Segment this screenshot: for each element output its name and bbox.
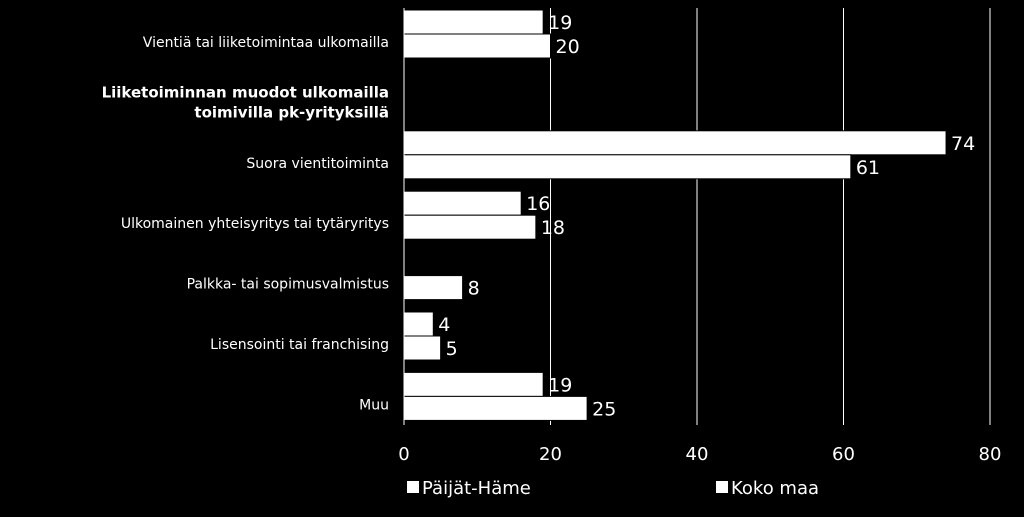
bar xyxy=(403,33,551,59)
data-label: 8 xyxy=(468,278,480,300)
x-tick-label: 0 xyxy=(398,444,409,465)
category-label: Liiketoiminnan muodot ulkomailla xyxy=(102,83,389,101)
data-label: 61 xyxy=(856,157,880,179)
data-label: 16 xyxy=(526,193,550,215)
legend-label: Päijät-Häme xyxy=(422,478,531,499)
category-label: Lisensointi tai franchising xyxy=(210,337,389,353)
bar xyxy=(403,190,522,216)
category-label: Suora vientitoiminta xyxy=(246,156,389,172)
category-labels: Vientiä tai liiketoimintaa ulkomailla Lii… xyxy=(102,35,389,413)
bar xyxy=(403,335,442,361)
bar xyxy=(403,371,544,397)
data-label: 19 xyxy=(548,374,572,396)
data-label: 25 xyxy=(592,398,616,420)
data-label: 19 xyxy=(548,12,572,34)
bar xyxy=(403,130,947,156)
category-label: Vientiä tai liiketoimintaa ulkomailla xyxy=(143,35,389,51)
data-label: 4 xyxy=(438,314,450,336)
x-tick-label: 40 xyxy=(686,444,709,465)
gridlines xyxy=(550,8,991,425)
category-label: Ulkomainen yhteisyritys tai tytäryritys xyxy=(121,216,389,232)
legend: Päijät-Häme Koko maa xyxy=(407,478,819,499)
bar xyxy=(403,214,537,240)
data-label: 74 xyxy=(951,133,975,155)
x-axis: 0 20 40 60 80 xyxy=(398,8,1001,465)
legend-label: Koko maa xyxy=(731,478,819,499)
bar xyxy=(403,154,852,180)
bar xyxy=(403,9,544,35)
bar xyxy=(403,311,434,337)
category-label: toimivilla pk-yrityksillä xyxy=(194,103,389,121)
bar xyxy=(403,395,588,421)
data-label: 20 xyxy=(556,36,580,58)
legend-swatch xyxy=(716,481,728,493)
data-label: 5 xyxy=(446,338,458,360)
x-tick-label: 60 xyxy=(832,444,855,465)
bars xyxy=(403,9,947,421)
category-label: Palkka- tai sopimusvalmistus xyxy=(187,277,389,293)
x-tick-label: 80 xyxy=(979,444,1002,465)
data-label: 18 xyxy=(541,217,565,239)
bar xyxy=(403,275,464,301)
x-tick-label: 20 xyxy=(539,444,562,465)
legend-swatch xyxy=(407,481,419,493)
category-label: Muu xyxy=(359,397,389,413)
